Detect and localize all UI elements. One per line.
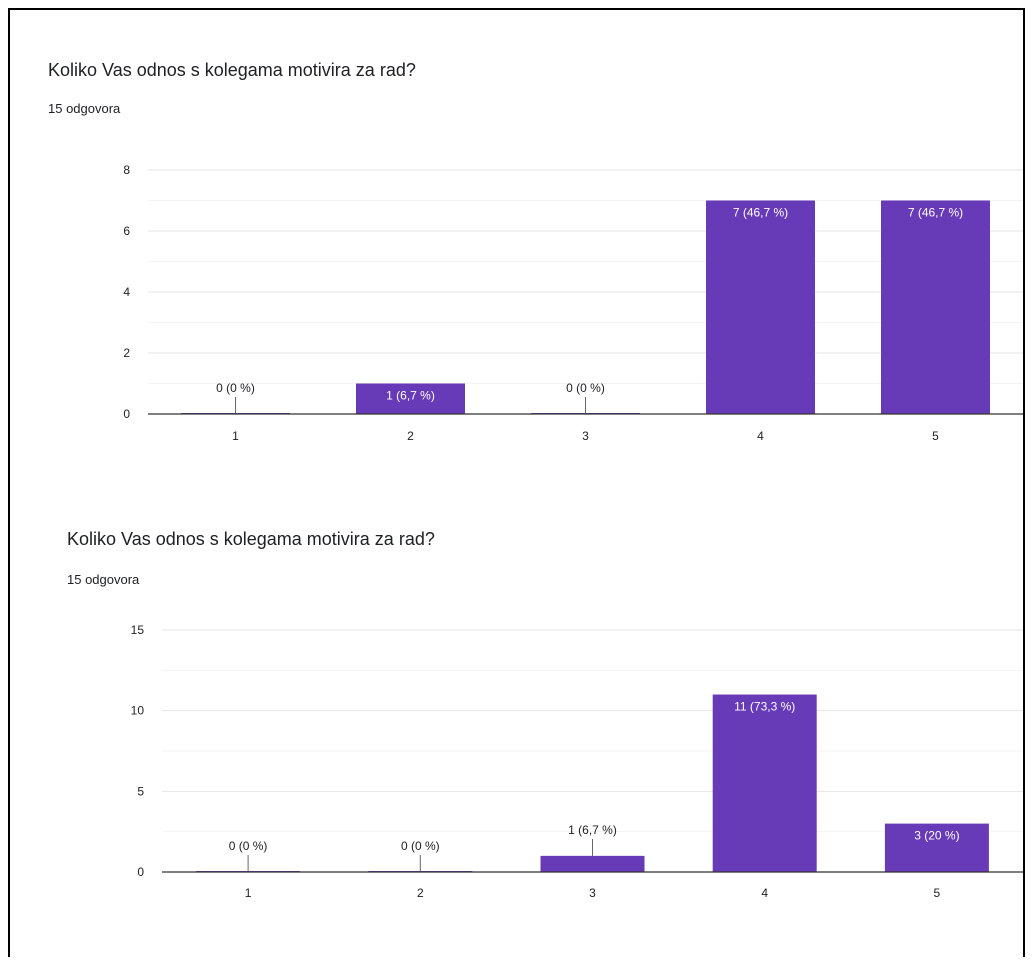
y-tick-label: 10 [131, 704, 145, 718]
data-label: 1 (6,7 %) [568, 823, 617, 837]
bar-chart-1: 0 2 4 6 8 0 (0 %) 1 1 (6,7 %) 2 0 (0 %) 3 7 (46,7 %… [123, 163, 1023, 443]
x-tick-label: 4 [757, 429, 764, 443]
data-label: 3 (20 %) [914, 829, 959, 843]
x-tick-label: 4 [761, 886, 768, 900]
bar [712, 694, 817, 872]
bar [540, 855, 645, 872]
y-tick-label: 0 [123, 407, 130, 421]
data-label: 0 (0 %) [229, 839, 268, 853]
frame: Koliko Vas odnos s kolegama motivira za … [8, 8, 1025, 957]
bar [356, 383, 465, 414]
x-tick-label: 2 [417, 886, 424, 900]
chart-card-2: Koliko Vas odnos s kolegama motivira za … [10, 490, 1027, 959]
question-title: Koliko Vas odnos s kolegama motivira za … [48, 60, 416, 80]
data-label: 0 (0 %) [566, 381, 605, 395]
x-tick-label: 1 [245, 886, 252, 900]
question-title: Koliko Vas odnos s kolegama motivira za … [67, 529, 435, 549]
chart-card-1: Koliko Vas odnos s kolegama motivira za … [10, 10, 1027, 490]
y-tick-label: 5 [137, 784, 144, 798]
bar-chart-2: 0 5 10 15 0 (0 %) 1 0 (0 %) 2 1 (6,7 %) 3 11 (73,3… [131, 623, 1023, 900]
data-label: 0 (0 %) [216, 381, 255, 395]
bar [884, 823, 989, 872]
response-count: 15 odgovora [67, 572, 140, 587]
data-label: 7 (46,7 %) [908, 206, 963, 220]
data-label: 1 (6,7 %) [386, 389, 435, 403]
x-tick-label: 1 [232, 429, 239, 443]
x-tick-label: 3 [582, 429, 589, 443]
data-label: 11 (73,3 %) [734, 700, 795, 714]
x-tick-label: 5 [934, 886, 941, 900]
response-count: 15 odgovora [48, 101, 121, 116]
bar [706, 200, 815, 414]
y-tick-label: 4 [123, 285, 130, 299]
y-tick-label: 6 [123, 224, 130, 238]
x-tick-label: 5 [932, 429, 939, 443]
bar [881, 200, 990, 414]
y-tick-label: 15 [131, 623, 145, 637]
x-tick-label: 2 [407, 429, 414, 443]
y-tick-label: 0 [137, 865, 144, 879]
y-tick-label: 8 [123, 163, 130, 177]
data-label: 7 (46,7 %) [733, 206, 788, 220]
data-label: 0 (0 %) [401, 839, 440, 853]
y-tick-label: 2 [123, 346, 130, 360]
x-tick-label: 3 [589, 886, 596, 900]
